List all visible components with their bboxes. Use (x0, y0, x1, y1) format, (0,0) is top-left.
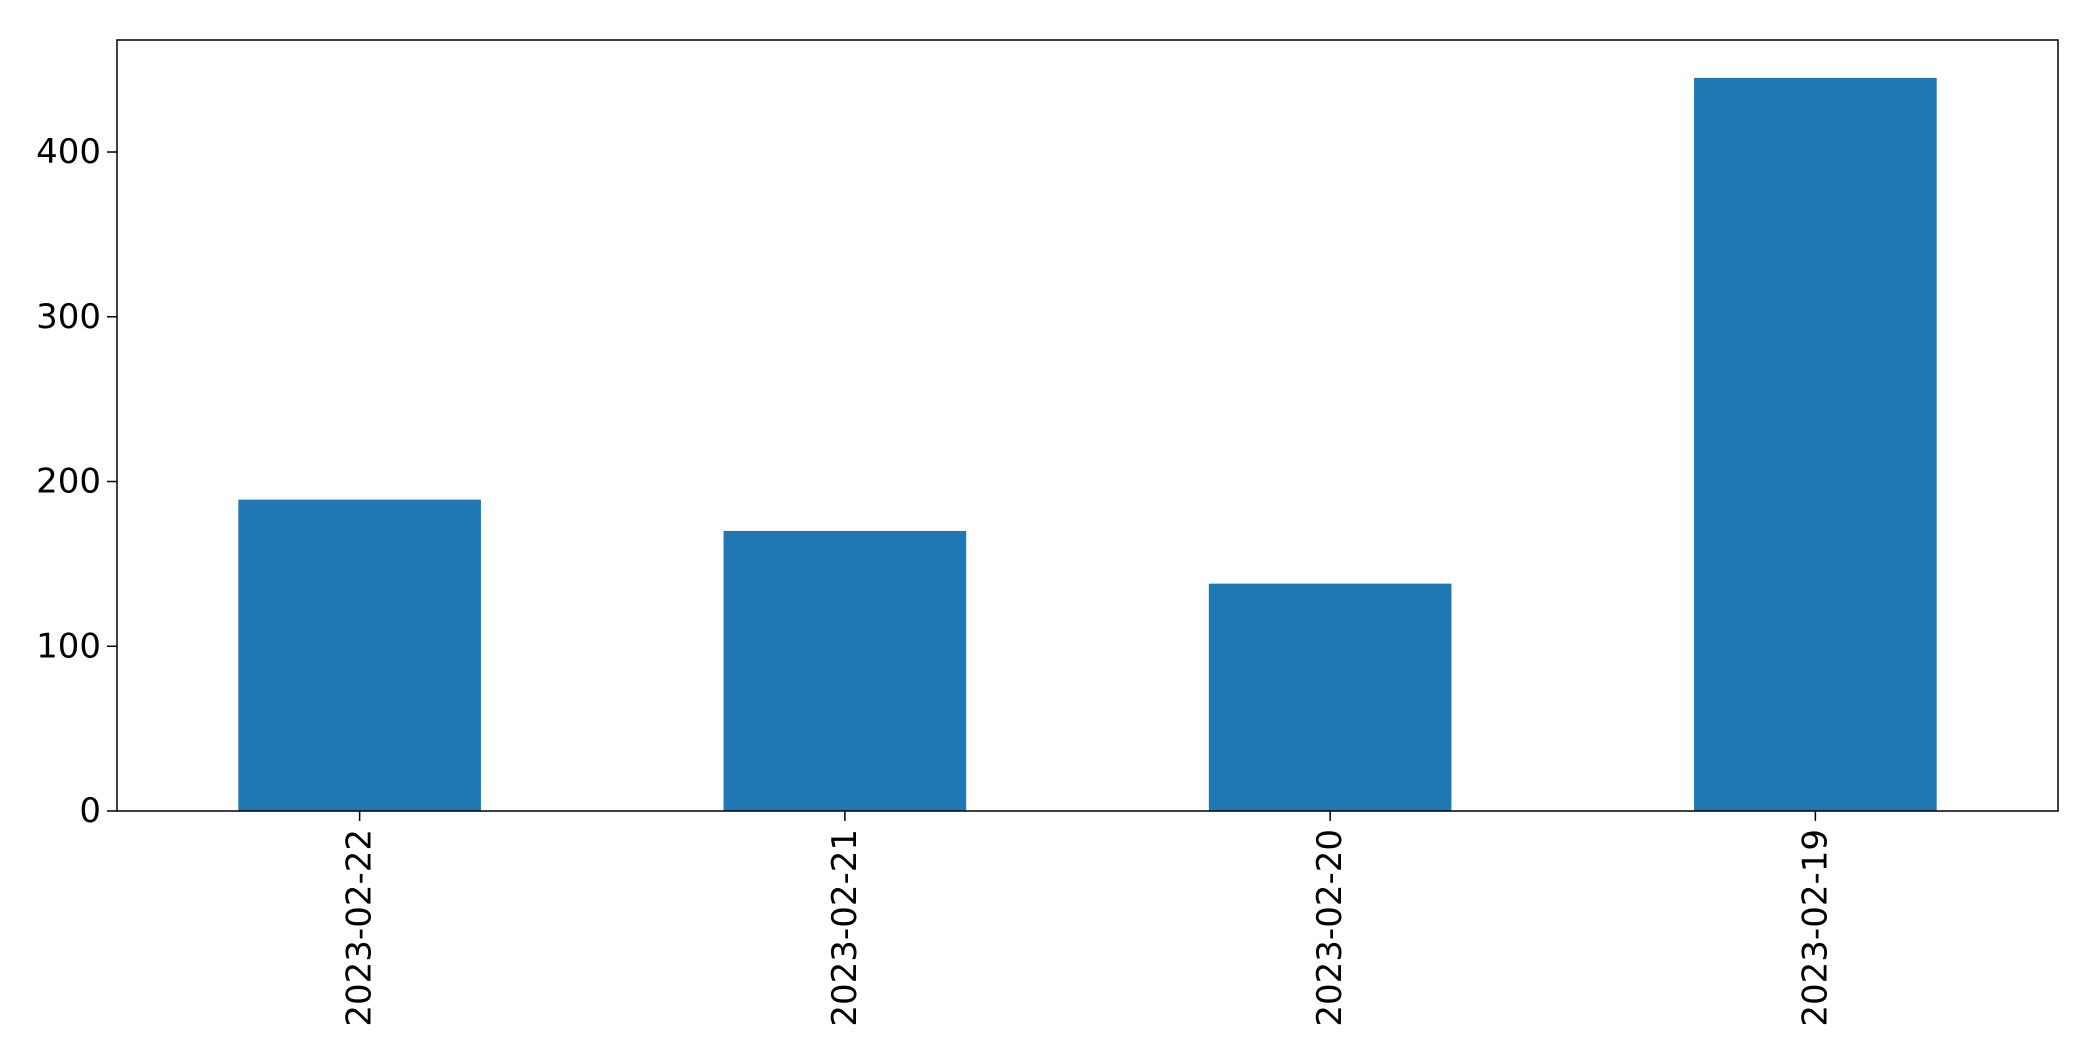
x-tick-label: 2023-02-22 (340, 829, 380, 1027)
bar-2023-02-20 (1208, 583, 1452, 811)
y-tick-label: 200 (36, 462, 101, 502)
plot-frame (116, 39, 2059, 812)
bar-2023-02-19 (1694, 77, 1937, 811)
y-tick-label: 300 (36, 297, 101, 337)
y-tick-label: 0 (79, 791, 101, 831)
y-axis: 0 100 200 300 400 (36, 132, 117, 831)
x-tick-label: 2023-02-21 (825, 829, 865, 1027)
x-tick-label: 2023-02-20 (1310, 829, 1350, 1027)
bar-2023-02-22 (238, 499, 481, 811)
x-tick-label: 2023-02-19 (1795, 829, 1835, 1027)
y-tick-label: 400 (36, 132, 101, 172)
x-axis: 2023-02-22 2023-02-21 2023-02-20 2023-02-19 (340, 811, 1835, 1027)
y-tick-label: 100 (36, 626, 101, 666)
bars-layer (238, 77, 1937, 811)
bar-2023-02-21 (723, 530, 967, 811)
